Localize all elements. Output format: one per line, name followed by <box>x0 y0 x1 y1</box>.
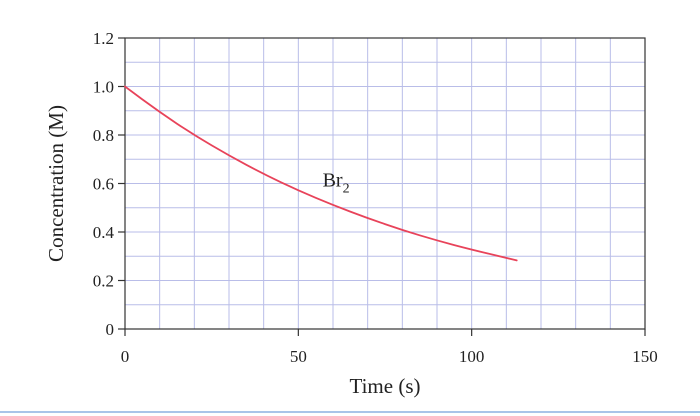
y-tick-label: 0.2 <box>93 272 114 291</box>
y-tick-label: 0.4 <box>93 223 115 242</box>
y-axis-label: Concentration (M) <box>44 105 68 262</box>
annotation-base: Br <box>323 170 343 192</box>
curve-annotation: Br2 <box>323 170 350 197</box>
y-tick-label: 1.0 <box>93 78 114 97</box>
series-line-br2 <box>124 85 518 262</box>
x-axis-label: Time (s) <box>350 374 421 398</box>
x-tick-labels: 0 50 100 150 <box>121 347 658 366</box>
y-tick-label: 1.2 <box>93 29 114 48</box>
grid <box>125 38 645 329</box>
y-tick-label: 0 <box>106 320 115 339</box>
y-tick-label: 0.8 <box>93 126 114 145</box>
annotation-subscript: 2 <box>343 182 350 197</box>
y-tick-label: 0.6 <box>93 175 114 194</box>
series-group <box>124 85 518 262</box>
x-tick-label: 0 <box>121 347 130 366</box>
x-tick-label: 50 <box>290 347 307 366</box>
y-tick-labels: 0 0.2 0.4 0.6 0.8 1.0 1.2 <box>93 29 115 339</box>
x-tick-label: 150 <box>632 347 658 366</box>
tick-marks <box>118 37 646 336</box>
x-tick-label: 100 <box>459 347 485 366</box>
